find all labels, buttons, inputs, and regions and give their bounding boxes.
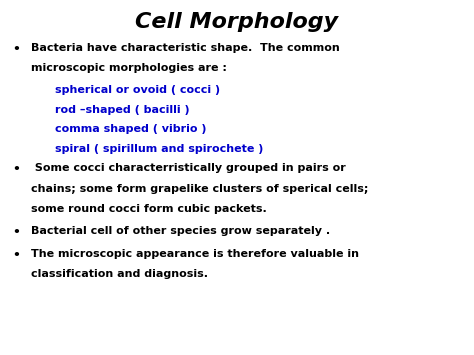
Text: Cell Morphology: Cell Morphology xyxy=(136,12,338,32)
Text: classification and diagnosis.: classification and diagnosis. xyxy=(31,269,208,279)
Text: spherical or ovoid ( cocci ): spherical or ovoid ( cocci ) xyxy=(55,85,219,95)
Text: •: • xyxy=(12,248,20,262)
Text: spiral ( spirillum and spirochete ): spiral ( spirillum and spirochete ) xyxy=(55,144,263,154)
Text: Bacterial cell of other species grow separately .: Bacterial cell of other species grow sep… xyxy=(31,226,330,236)
Text: rod –shaped ( bacilli ): rod –shaped ( bacilli ) xyxy=(55,105,189,115)
Text: •: • xyxy=(12,226,20,240)
Text: The microscopic appearance is therefore valuable in: The microscopic appearance is therefore … xyxy=(31,248,359,258)
Text: chains; some form grapelike clusters of sperical cells;: chains; some form grapelike clusters of … xyxy=(31,184,368,194)
Text: •: • xyxy=(12,43,20,56)
Text: comma shaped ( vibrio ): comma shaped ( vibrio ) xyxy=(55,124,206,134)
Text: Bacteria have characteristic shape.  The common: Bacteria have characteristic shape. The … xyxy=(31,43,339,53)
Text: Some cocci characterristically grouped in pairs or: Some cocci characterristically grouped i… xyxy=(31,163,346,173)
Text: •: • xyxy=(12,163,20,176)
Text: some round cocci form cubic packets.: some round cocci form cubic packets. xyxy=(31,204,266,214)
Text: microscopic morphologies are :: microscopic morphologies are : xyxy=(31,63,227,73)
